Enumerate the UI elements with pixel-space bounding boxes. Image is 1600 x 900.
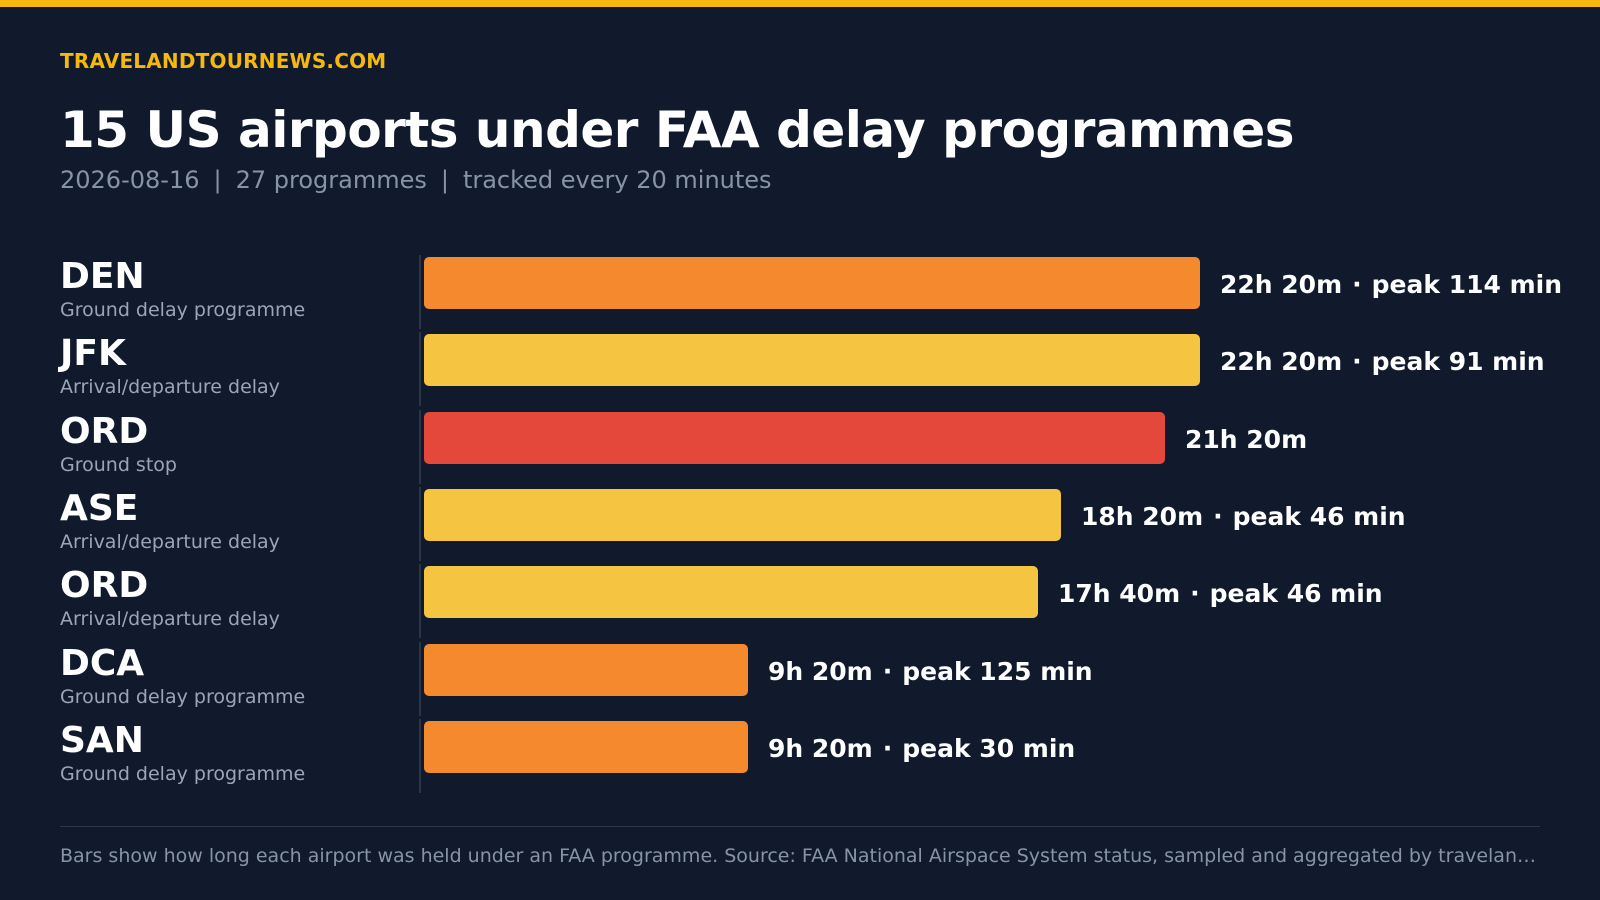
axis-line-segment — [419, 255, 421, 329]
chart-row: ASE Arrival/departure delay 18h 20m · peak 4… — [0, 486, 1600, 561]
airport-code: DCA — [60, 642, 145, 684]
duration-label: 22h 20m — [1220, 270, 1343, 299]
axis-line-segment — [419, 332, 421, 407]
bar-value-label: 9h 20m · peak 30 min — [768, 734, 1075, 763]
bar-value-label: 9h 20m · peak 125 min — [768, 657, 1093, 686]
subtitle-separator: | — [213, 166, 222, 194]
airport-code: ASE — [60, 487, 139, 529]
airport-code: DEN — [60, 256, 145, 297]
bar-value-label: 21h 20m — [1185, 425, 1307, 454]
chart-row: ORD Arrival/departure delay 17h 40m · peak 4… — [0, 564, 1600, 639]
peak-label: peak 125 min — [902, 656, 1093, 686]
axis-line-segment — [419, 564, 421, 639]
chart-row: ORD Ground stop 21h 20m — [0, 409, 1600, 484]
subtitle-cadence: tracked every 20 minutes — [462, 166, 772, 194]
programme-type: Arrival/departure delay — [60, 530, 280, 553]
separator-dot: · — [1352, 347, 1362, 377]
separator-dot: · — [1352, 270, 1362, 299]
programme-type: Ground delay programme — [60, 299, 306, 321]
airport-code: SAN — [60, 719, 144, 761]
bar — [424, 411, 1165, 464]
axis-line-segment — [419, 641, 421, 716]
axis-line-segment — [419, 409, 421, 484]
airport-code: JFK — [60, 333, 126, 375]
peak-label: peak 46 min — [1232, 501, 1406, 531]
separator-dot: · — [882, 733, 893, 763]
footer-note: Bars show how long each airport was held… — [60, 845, 1540, 867]
chart-row: SAN Ground delay programme 9h 20m · peak 30 … — [0, 718, 1600, 793]
bar — [424, 643, 748, 696]
bar-value-label: 18h 20m · peak 46 min — [1081, 502, 1406, 531]
bar-value-label: 22h 20m · peak 114 min — [1220, 270, 1562, 299]
programme-type: Ground stop — [60, 453, 177, 476]
chart-row: JFK Arrival/departure delay 22h 20m · peak 9… — [0, 332, 1600, 407]
duration-label: 9h 20m — [768, 656, 873, 686]
subtitle-programmes: 27 programmes — [235, 166, 427, 194]
bar — [424, 720, 748, 773]
page-subtitle: 2026-08-16 | 27 programmes | tracked every 2… — [60, 166, 772, 194]
page-title: 15 US airports under FAA delay programme… — [60, 101, 1295, 159]
peak-label: peak 114 min — [1371, 270, 1562, 299]
duration-label: 17h 40m — [1058, 579, 1181, 609]
bar-value-label: 22h 20m · peak 91 min — [1220, 347, 1545, 376]
duration-label: 9h 20m — [768, 733, 873, 763]
bar — [424, 566, 1038, 619]
bar — [424, 257, 1200, 309]
programme-type: Arrival/departure delay — [60, 376, 280, 399]
top-accent-strip — [0, 0, 1600, 7]
separator-dot: · — [1213, 501, 1223, 531]
axis-line-segment — [419, 486, 421, 561]
peak-label: peak 91 min — [1371, 347, 1545, 377]
separator-dot: · — [882, 656, 893, 686]
chart-row: DCA Ground delay programme 9h 20m · peak 125… — [0, 641, 1600, 716]
duration-label: 18h 20m — [1081, 501, 1204, 531]
programme-type: Ground delay programme — [60, 685, 306, 708]
axis-line-segment — [419, 718, 421, 793]
airport-code: ORD — [60, 565, 149, 607]
footer-divider — [60, 826, 1540, 827]
subtitle-date: 2026-08-16 — [60, 166, 200, 194]
chart-row: DEN Ground delay programme 22h 20m · peak 11… — [0, 255, 1600, 329]
airport-code: ORD — [60, 410, 149, 452]
subtitle-separator: | — [440, 166, 449, 194]
programme-type: Ground delay programme — [60, 762, 306, 785]
duration-label: 22h 20m — [1220, 347, 1343, 377]
brand-name: TRAVELANDTOURNEWS.COM — [60, 49, 387, 73]
programme-type: Arrival/departure delay — [60, 608, 280, 631]
duration-label: 21h 20m — [1185, 424, 1308, 454]
bar — [424, 488, 1061, 541]
bar — [424, 334, 1200, 387]
bar-value-label: 17h 40m · peak 46 min — [1058, 579, 1383, 608]
peak-label: peak 46 min — [1209, 579, 1383, 609]
peak-label: peak 30 min — [902, 733, 1076, 763]
separator-dot: · — [1190, 579, 1200, 609]
